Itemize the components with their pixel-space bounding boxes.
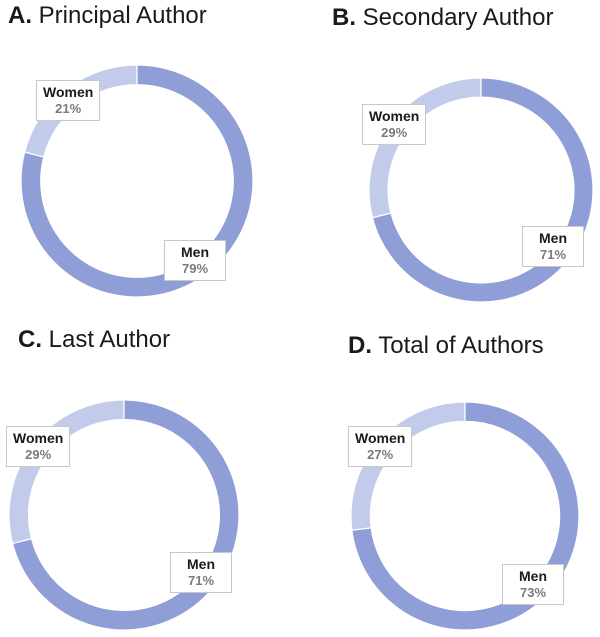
panel-letter: D. — [348, 332, 372, 359]
panel-secondary-author: B. Secondary Author Women 29% Men 71% — [300, 0, 600, 320]
slice-label-men: Men 79% — [164, 240, 226, 281]
slice-category: Women — [355, 430, 406, 446]
slice-value: 71% — [187, 573, 215, 588]
title-text: Total of Authors — [378, 332, 544, 359]
slice-label-women: Women 29% — [362, 104, 427, 145]
panel-letter: C. — [18, 326, 42, 353]
slice-men — [20, 64, 254, 298]
title-text: Principal Author — [38, 2, 207, 29]
slice-value: 27% — [367, 447, 394, 462]
panel-letter: B. — [332, 4, 356, 31]
title-text: Last Author — [48, 326, 171, 353]
slice-category: Men — [539, 230, 567, 246]
chart-title: D. Total of Authors — [348, 332, 544, 360]
slice-category: Women — [13, 430, 64, 446]
panel-letter: A. — [8, 2, 32, 29]
slice-value: 29% — [381, 125, 408, 140]
chart-title: A. Principal Author — [8, 2, 207, 30]
slice-value: 71% — [539, 247, 567, 262]
slice-category: Men — [519, 568, 547, 584]
slice-value: 73% — [519, 585, 547, 600]
slice-label-men: Men 71% — [522, 226, 584, 267]
chart-title: C. Last Author — [18, 326, 170, 354]
panel-principal-author: A. Principal Author Women 21% Men 79% — [0, 0, 300, 320]
slice-women — [368, 77, 482, 219]
panel-last-author: C. Last Author Women 29% Men 71% — [0, 320, 300, 637]
slice-label-women: Women 21% — [36, 80, 101, 121]
slice-category: Women — [43, 84, 94, 100]
slice-category: Women — [369, 108, 420, 124]
slice-value: 79% — [181, 261, 209, 276]
slice-category: Men — [187, 556, 215, 572]
panel-total-of-authors: D. Total of Authors Women 27% Men 73% — [300, 320, 600, 637]
slice-label-men: Men 73% — [502, 564, 564, 605]
slice-label-women: Women 27% — [348, 426, 413, 467]
slice-value: 29% — [25, 447, 52, 462]
slice-value: 21% — [55, 101, 82, 116]
slice-category: Men — [181, 244, 209, 260]
slice-men — [371, 77, 594, 303]
slice-women — [8, 399, 125, 545]
slice-label-women: Women 29% — [6, 426, 71, 467]
title-text: Secondary Author — [362, 4, 554, 31]
slice-label-men: Men 71% — [170, 552, 232, 593]
slice-men — [11, 399, 240, 631]
slice-men — [351, 401, 580, 631]
chart-title: B. Secondary Author — [332, 4, 553, 32]
